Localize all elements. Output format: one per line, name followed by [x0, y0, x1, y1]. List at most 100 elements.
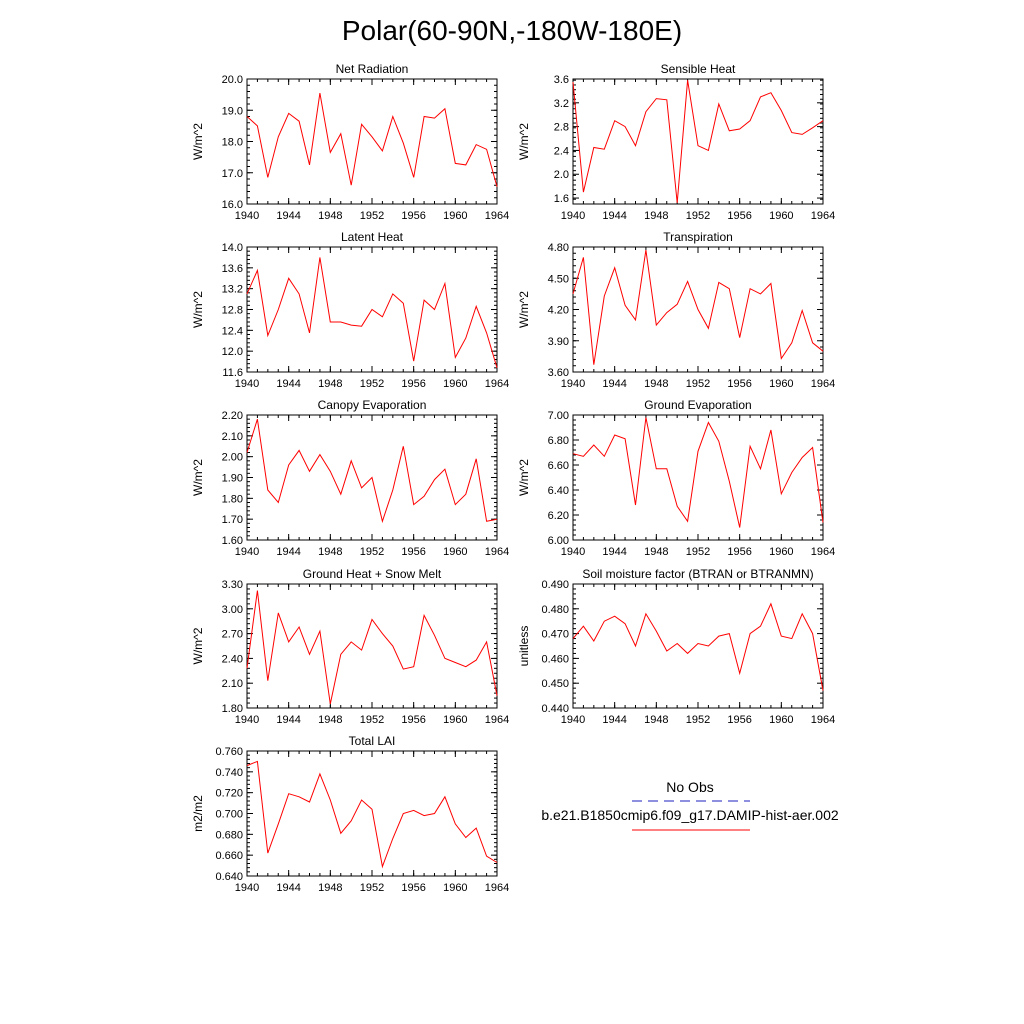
- y-axis-label: W/m^2: [191, 627, 205, 664]
- y-tick-label: 1.60: [222, 535, 243, 547]
- y-axis-label: W/m^2: [191, 291, 205, 328]
- x-tick-label: 1944: [276, 882, 300, 894]
- x-tick-label: 1960: [769, 210, 793, 222]
- x-tick-label: 1960: [443, 378, 467, 390]
- x-tick-label: 1960: [443, 546, 467, 558]
- y-tick-label: 18.0: [222, 137, 243, 149]
- x-tick-label: 1952: [360, 378, 384, 390]
- y-tick-label: 0.660: [215, 850, 243, 862]
- panel-title: Transpiration: [663, 230, 733, 244]
- y-tick-label: 19.0: [222, 105, 243, 117]
- x-tick-label: 1964: [811, 378, 835, 390]
- series-line: [246, 760, 498, 869]
- x-tick-label: 1956: [401, 378, 425, 390]
- x-tick-label: 1952: [360, 714, 384, 726]
- x-tick-label: 1952: [686, 378, 710, 390]
- x-tick-label: 1960: [769, 714, 793, 726]
- x-tick-label: 1944: [602, 378, 626, 390]
- x-tick-label: 1956: [727, 378, 751, 390]
- x-tick-label: 1940: [235, 378, 259, 390]
- legend-model-label: b.e21.B1850cmip6.f09_g17.DAMIP-hist-aer.…: [541, 807, 839, 823]
- x-tick-label: 1948: [644, 714, 668, 726]
- y-tick-label: 0.720: [215, 788, 243, 800]
- x-tick-label: 1964: [811, 714, 835, 726]
- x-tick-label: 1956: [727, 210, 751, 222]
- y-tick-label: 3.90: [548, 336, 569, 348]
- chart-panels: Net Radiation 1940 1944 1948 1952 1956 1960 196…: [191, 62, 835, 894]
- y-tick-label: 2.0: [554, 169, 569, 181]
- chart-panel: Net Radiation 1940 1944 1948 1952 1956 1960 196…: [191, 62, 509, 222]
- panel-title: Sensible Heat: [661, 62, 736, 76]
- series-line: [246, 590, 498, 705]
- x-tick-label: 1944: [602, 546, 626, 558]
- y-tick-label: 6.20: [548, 510, 569, 522]
- x-tick-label: 1944: [276, 378, 300, 390]
- x-tick-label: 1952: [360, 210, 384, 222]
- y-tick-label: 0.480: [541, 604, 569, 616]
- y-tick-label: 1.80: [222, 493, 243, 505]
- x-tick-label: 1948: [644, 546, 668, 558]
- x-tick-label: 1940: [235, 882, 259, 894]
- panel-title: Soil moisture factor (BTRAN or BTRANMN): [582, 567, 813, 581]
- y-tick-label: 20.0: [222, 74, 243, 86]
- y-tick-label: 11.6: [222, 367, 243, 379]
- y-tick-label: 0.640: [215, 871, 243, 883]
- y-axis-label: unitless: [517, 626, 531, 667]
- panel-title: Latent Heat: [341, 230, 404, 244]
- chart-panel: Canopy Evaporation 1940 1944 1948 1952 1956 19…: [191, 398, 509, 558]
- x-tick-label: 1944: [276, 210, 300, 222]
- x-tick-label: 1952: [360, 882, 384, 894]
- y-tick-label: 1.90: [222, 473, 243, 485]
- x-tick-label: 1948: [644, 378, 668, 390]
- y-tick-label: 2.00: [222, 452, 243, 464]
- x-tick-label: 1960: [769, 546, 793, 558]
- series-line: [246, 257, 498, 368]
- y-tick-label: 0.440: [541, 703, 569, 715]
- page-title: Polar(60-90N,-180W-180E): [342, 15, 682, 46]
- x-tick-label: 1944: [276, 714, 300, 726]
- x-tick-label: 1948: [644, 210, 668, 222]
- y-tick-label: 3.2: [554, 98, 569, 110]
- y-tick-label: 0.450: [541, 678, 569, 690]
- y-tick-label: 6.80: [548, 435, 569, 447]
- panel-title: Ground Evaporation: [644, 398, 751, 412]
- series-line: [246, 419, 498, 524]
- y-tick-label: 0.460: [541, 653, 569, 665]
- y-axis-label: W/m^2: [191, 459, 205, 496]
- x-tick-label: 1948: [318, 714, 342, 726]
- y-tick-label: 12.0: [222, 346, 243, 358]
- series-line: [572, 250, 824, 365]
- y-tick-label: 2.4: [554, 145, 569, 157]
- x-tick-label: 1940: [561, 714, 585, 726]
- y-axis-label: W/m^2: [191, 123, 205, 160]
- chart-panel: Latent Heat 1940 1944 1948 1952 1956 1960 1964 1…: [191, 230, 509, 390]
- panel-title: Net Radiation: [336, 62, 409, 76]
- y-tick-label: 3.60: [548, 367, 569, 379]
- y-tick-label: 1.70: [222, 514, 243, 526]
- y-axis-label: m2/m2: [191, 795, 205, 832]
- y-tick-label: 13.6: [222, 263, 243, 275]
- y-tick-label: 4.50: [548, 273, 569, 285]
- x-tick-label: 1964: [485, 210, 509, 222]
- y-tick-label: 13.2: [222, 284, 243, 296]
- y-tick-label: 0.470: [541, 629, 569, 641]
- series-line: [246, 93, 498, 187]
- series-line: [572, 602, 824, 691]
- chart-panel: Total LAI 1940 1944 1948 1952 1956 1960 1964 0.6…: [191, 734, 509, 894]
- series-line: [572, 80, 824, 203]
- chart-panel: Ground Heat + Snow Melt 1940 1944 1948 1952 1…: [191, 567, 509, 726]
- y-axis-label: W/m^2: [517, 459, 531, 496]
- y-tick-label: 0.490: [541, 579, 569, 591]
- x-tick-label: 1964: [485, 378, 509, 390]
- panel-title: Canopy Evaporation: [318, 398, 427, 412]
- y-tick-label: 14.0: [222, 242, 243, 254]
- y-axis-label: W/m^2: [517, 291, 531, 328]
- x-tick-label: 1956: [727, 714, 751, 726]
- legend: No Obs b.e21.B1850cmip6.f09_g17.DAMIP-hi…: [541, 779, 839, 831]
- x-tick-label: 1956: [401, 714, 425, 726]
- x-tick-label: 1956: [401, 882, 425, 894]
- plot-frame: [246, 750, 498, 877]
- legend-obs-label: No Obs: [666, 779, 713, 795]
- x-tick-label: 1964: [485, 546, 509, 558]
